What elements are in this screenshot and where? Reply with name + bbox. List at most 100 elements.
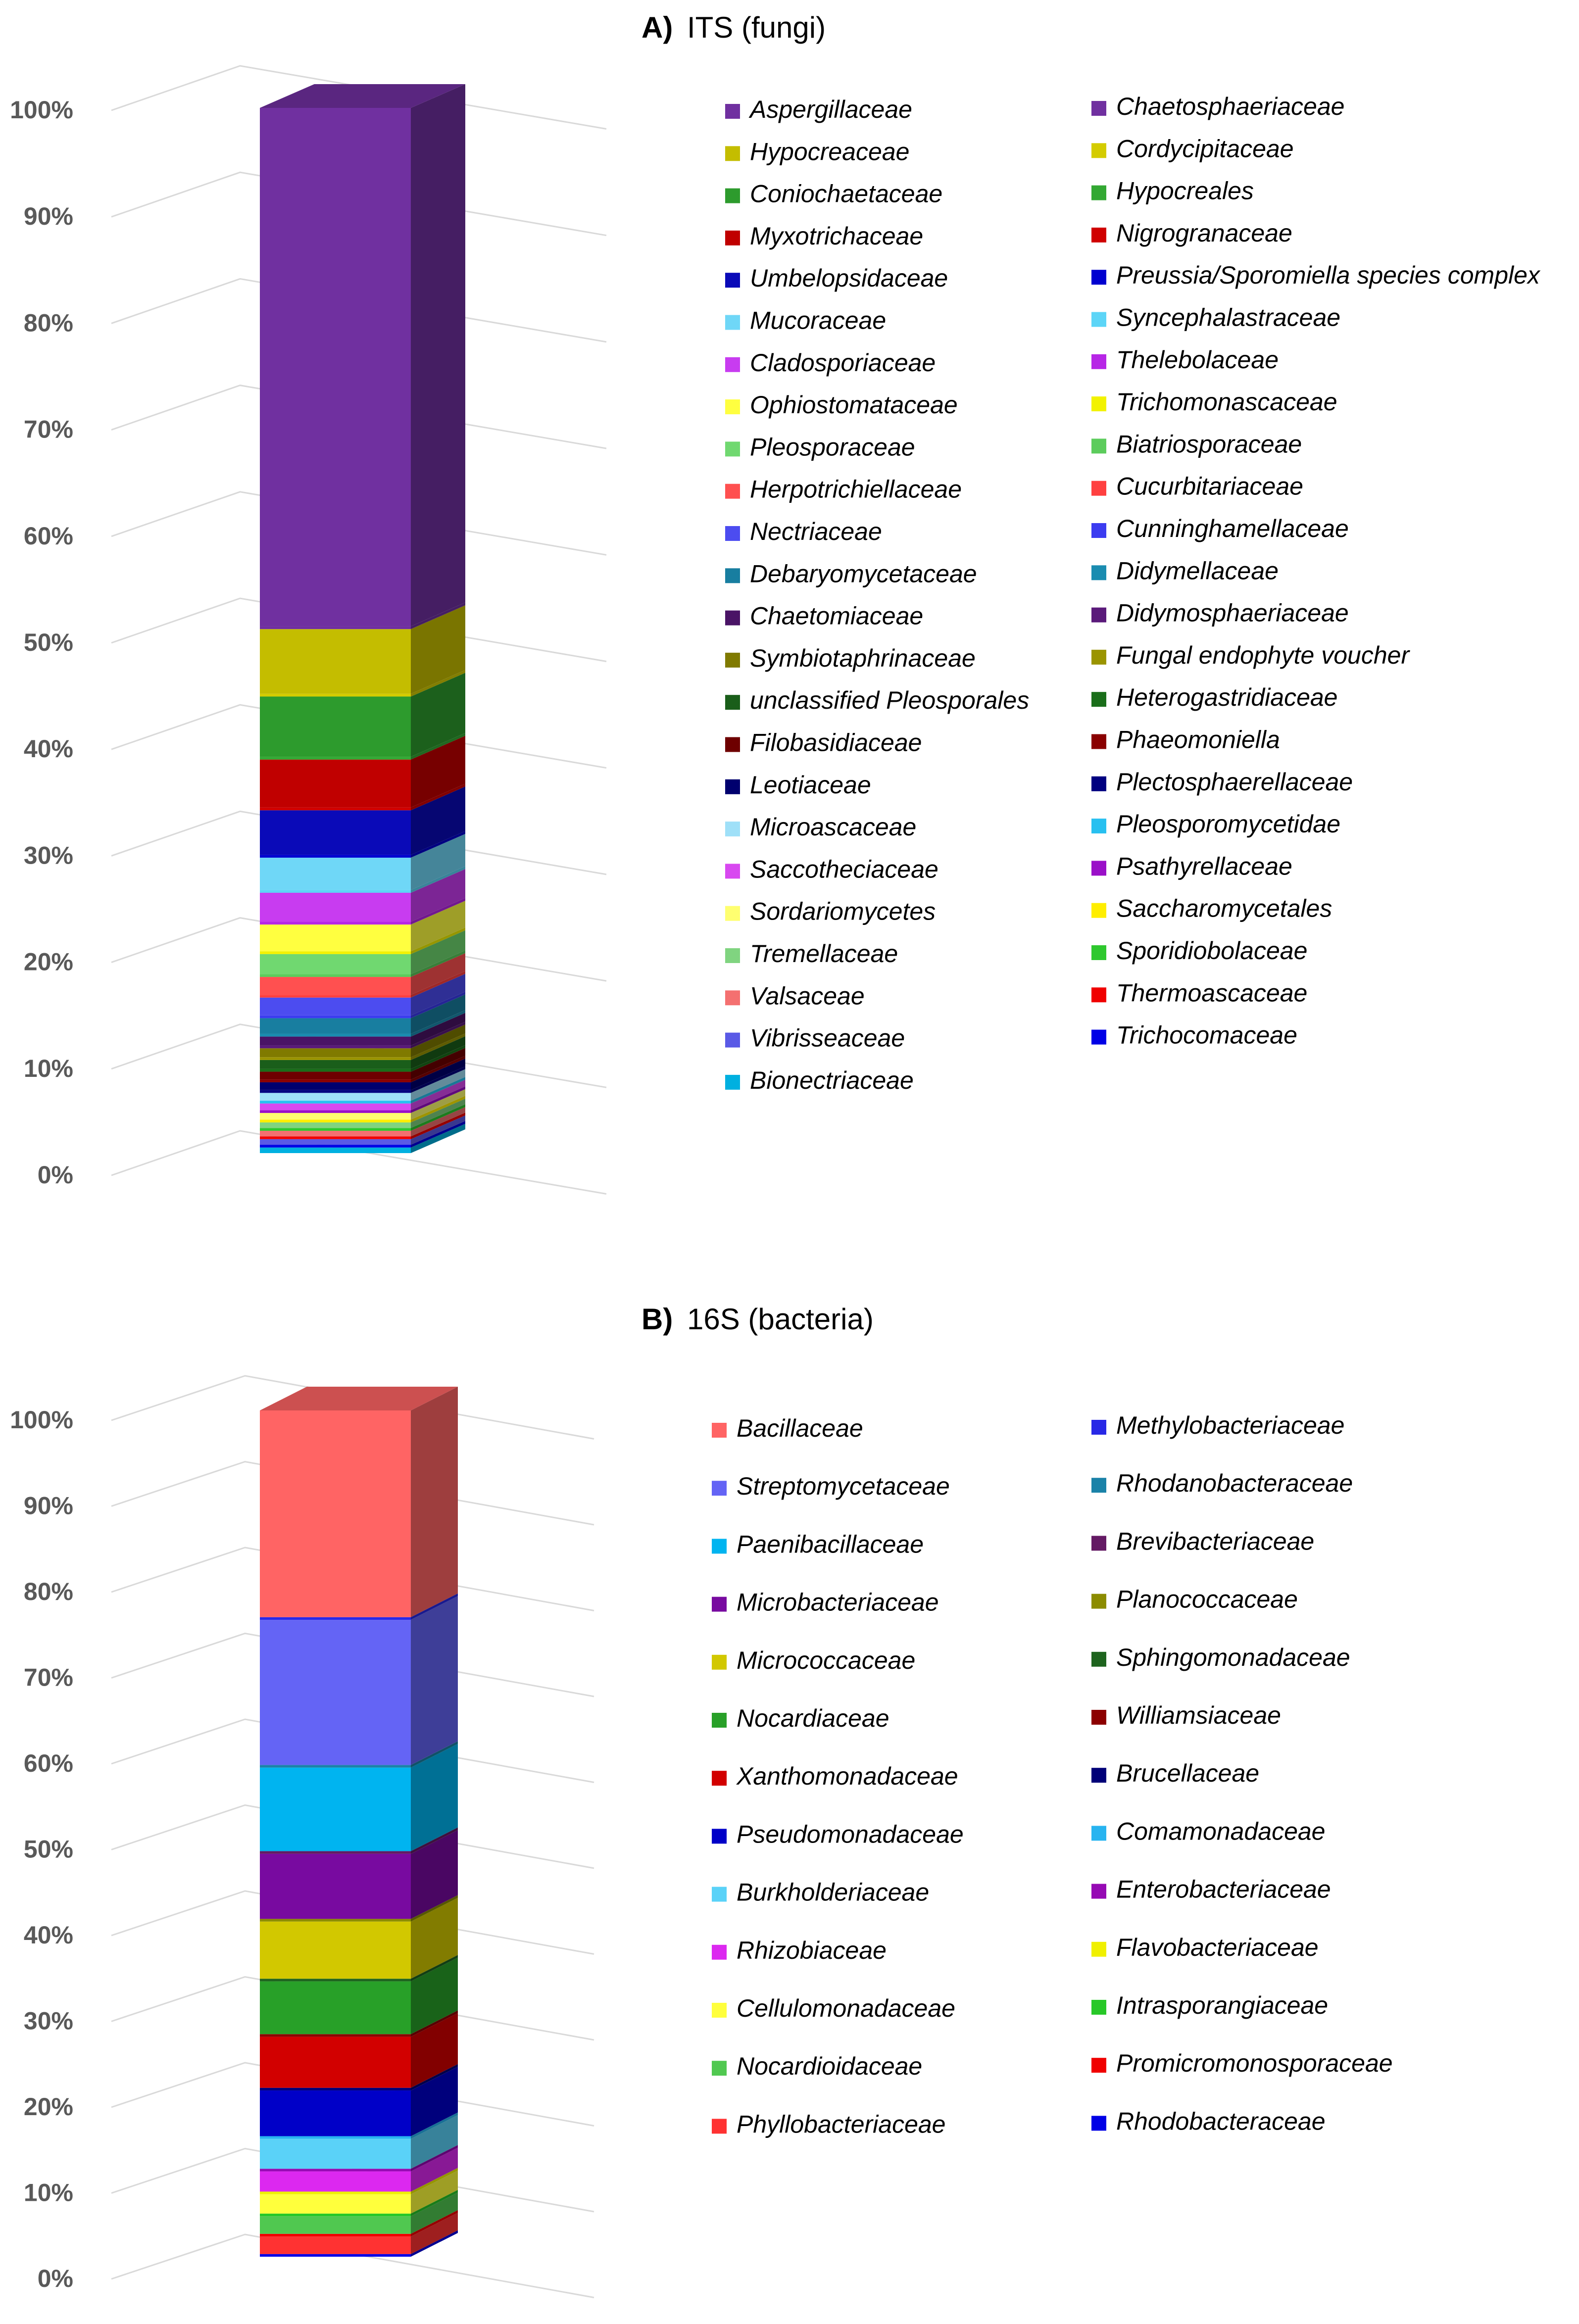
bar-top-face bbox=[260, 1387, 458, 1410]
bar-segment-hypocreaceae bbox=[260, 605, 465, 694]
bar-side bbox=[411, 1066, 465, 1093]
legend-label: Comamonadaceae bbox=[1116, 1817, 1326, 1845]
chart-b-title-text: 16S (bacteria) bbox=[687, 1303, 874, 1336]
bar-side bbox=[411, 1743, 458, 1851]
legend-item-didymosphaeriaceae: Didymosphaeriaceae bbox=[1091, 599, 1349, 627]
legend-swatch bbox=[1091, 692, 1106, 707]
legend-label: Enterobacteriaceae bbox=[1116, 1876, 1331, 1903]
legend-label: Debaryomycetaceae bbox=[750, 560, 977, 587]
legend-swatch bbox=[1091, 101, 1106, 116]
y-tick-label: 10% bbox=[24, 2179, 73, 2207]
bar-front bbox=[260, 977, 411, 995]
bar-front bbox=[260, 892, 411, 922]
bar-segment-ophiostomataceae bbox=[260, 901, 465, 952]
bar-side bbox=[411, 1897, 458, 1979]
legend-label: Didymellaceae bbox=[1116, 557, 1279, 584]
bar-side bbox=[411, 2189, 458, 2217]
bar-segment-leotiaceae bbox=[260, 1058, 465, 1090]
legend-swatch bbox=[725, 230, 740, 245]
bar-front bbox=[260, 1617, 411, 1620]
legend-label: Didymosphaeriaceae bbox=[1116, 599, 1349, 627]
bar-side bbox=[411, 2112, 458, 2139]
legend-label: Phaeomoniella bbox=[1116, 726, 1280, 754]
bar-side bbox=[411, 1115, 465, 1145]
bar-segment-phaeomoniella bbox=[260, 1056, 465, 1082]
legend-label: Microascaceae bbox=[750, 813, 916, 841]
legend-item-thermoascaceae: Thermoascaceae bbox=[1091, 979, 1307, 1007]
bar-segment-pleosporaceae bbox=[260, 930, 465, 974]
legend-item-unclassified-pleosporales: unclassified Pleosporales bbox=[725, 686, 1029, 714]
legend-swatch bbox=[1091, 1536, 1106, 1551]
legend-swatch bbox=[725, 273, 740, 288]
bar-front bbox=[260, 1620, 411, 1765]
bar-segment-aspergillaceae bbox=[260, 84, 465, 627]
legend-item-plectosphaerellaceae: Plectosphaerellaceae bbox=[1091, 768, 1353, 796]
chart-a-title-letter: A) bbox=[641, 11, 673, 44]
legend-swatch bbox=[1091, 945, 1106, 960]
bar-front bbox=[260, 2236, 411, 2254]
bar-side bbox=[411, 2010, 458, 2037]
bar-front bbox=[260, 1119, 411, 1123]
bar-side bbox=[411, 783, 465, 811]
legend-swatch bbox=[712, 1423, 727, 1438]
bar-front bbox=[260, 1101, 411, 1104]
y-tick-label: 50% bbox=[24, 1836, 73, 1863]
legend-label: Pleosporaceae bbox=[750, 433, 915, 461]
bar-segment-cunninghamellaceae bbox=[260, 991, 465, 1018]
legend-item-leotiaceae: Leotiaceae bbox=[725, 771, 871, 799]
bar-front bbox=[260, 696, 411, 757]
gridline bbox=[111, 1547, 594, 1611]
legend-label: Saccharomycetales bbox=[1116, 895, 1332, 922]
bar-side bbox=[411, 1096, 465, 1123]
bar-front bbox=[260, 807, 411, 811]
legend-item-sphingomonadaceae: Sphingomonadaceae bbox=[1091, 1644, 1350, 1671]
gridline bbox=[111, 1804, 594, 1869]
y-tick-label: 80% bbox=[24, 309, 73, 337]
bar-side bbox=[411, 733, 465, 760]
bar-front bbox=[260, 1071, 411, 1080]
bar-side bbox=[411, 2213, 458, 2254]
bar-segment-nocardiaceae bbox=[260, 1957, 458, 2034]
bar-side bbox=[411, 927, 465, 954]
legend-label: Leotiaceae bbox=[750, 771, 871, 799]
legend-label: Williamsiaceae bbox=[1116, 1701, 1281, 1729]
legend-label: Paenibacillaceae bbox=[737, 1530, 924, 1558]
legend-swatch bbox=[725, 737, 740, 752]
chart-panel-a: A) ITS (fungi) 0% 10% 20% 30% 40% 50% 60% 70% 80… bbox=[10, 11, 1541, 1195]
bar-front bbox=[260, 1113, 411, 1120]
bar-front bbox=[260, 1045, 411, 1049]
bar-segment-bionectriaceae bbox=[260, 1123, 465, 1153]
bar-side bbox=[411, 1013, 465, 1046]
legend-swatch bbox=[1091, 1826, 1106, 1841]
legend-swatch bbox=[712, 1597, 727, 1612]
gridline bbox=[111, 704, 607, 769]
legend-label: Myxotrichaceae bbox=[750, 222, 923, 250]
legend-swatch bbox=[1091, 185, 1106, 200]
legend-label: Nocardiaceae bbox=[737, 1704, 889, 1732]
bar-front bbox=[260, 2254, 411, 2257]
bar-front bbox=[260, 2213, 411, 2217]
bar-side bbox=[411, 786, 465, 855]
bar-segment-promicromonosporaceae bbox=[260, 2210, 458, 2237]
bar-side bbox=[411, 1036, 465, 1069]
bar-side bbox=[411, 1077, 465, 1104]
legend-item-brucellaceae: Brucellaceae bbox=[1091, 1759, 1259, 1787]
legend-label: Chaetosphaeriaceae bbox=[1116, 93, 1344, 120]
legend-swatch bbox=[1091, 481, 1106, 496]
bar-front bbox=[260, 1921, 411, 1979]
legend-label: Cucurbitariaceae bbox=[1116, 473, 1303, 500]
legend-item-promicromonosporaceae: Promicromonosporaceae bbox=[1091, 2049, 1393, 2077]
bar-side bbox=[411, 898, 465, 925]
bar-side bbox=[411, 1895, 458, 1922]
bar-side bbox=[411, 2192, 458, 2234]
bar-segment-coniochaetaceae bbox=[260, 673, 465, 757]
bar-front bbox=[260, 1139, 411, 1145]
legend-item-filobasidiaceae: Filobasidiaceae bbox=[725, 729, 922, 757]
bar-segment-pleosporomycetidae bbox=[260, 1077, 465, 1104]
legend-label: Cunninghamellaceae bbox=[1116, 515, 1349, 542]
chart-panel-b: B) 16S (bacteria) 0% 10% 20% 30% 40% 50% 60% 70… bbox=[10, 1303, 1393, 2298]
legend-label: Biatriosporaceae bbox=[1116, 430, 1302, 458]
legend-label: Brucellaceae bbox=[1116, 1759, 1259, 1787]
bar-front bbox=[260, 108, 411, 627]
bar-front bbox=[260, 1090, 411, 1093]
